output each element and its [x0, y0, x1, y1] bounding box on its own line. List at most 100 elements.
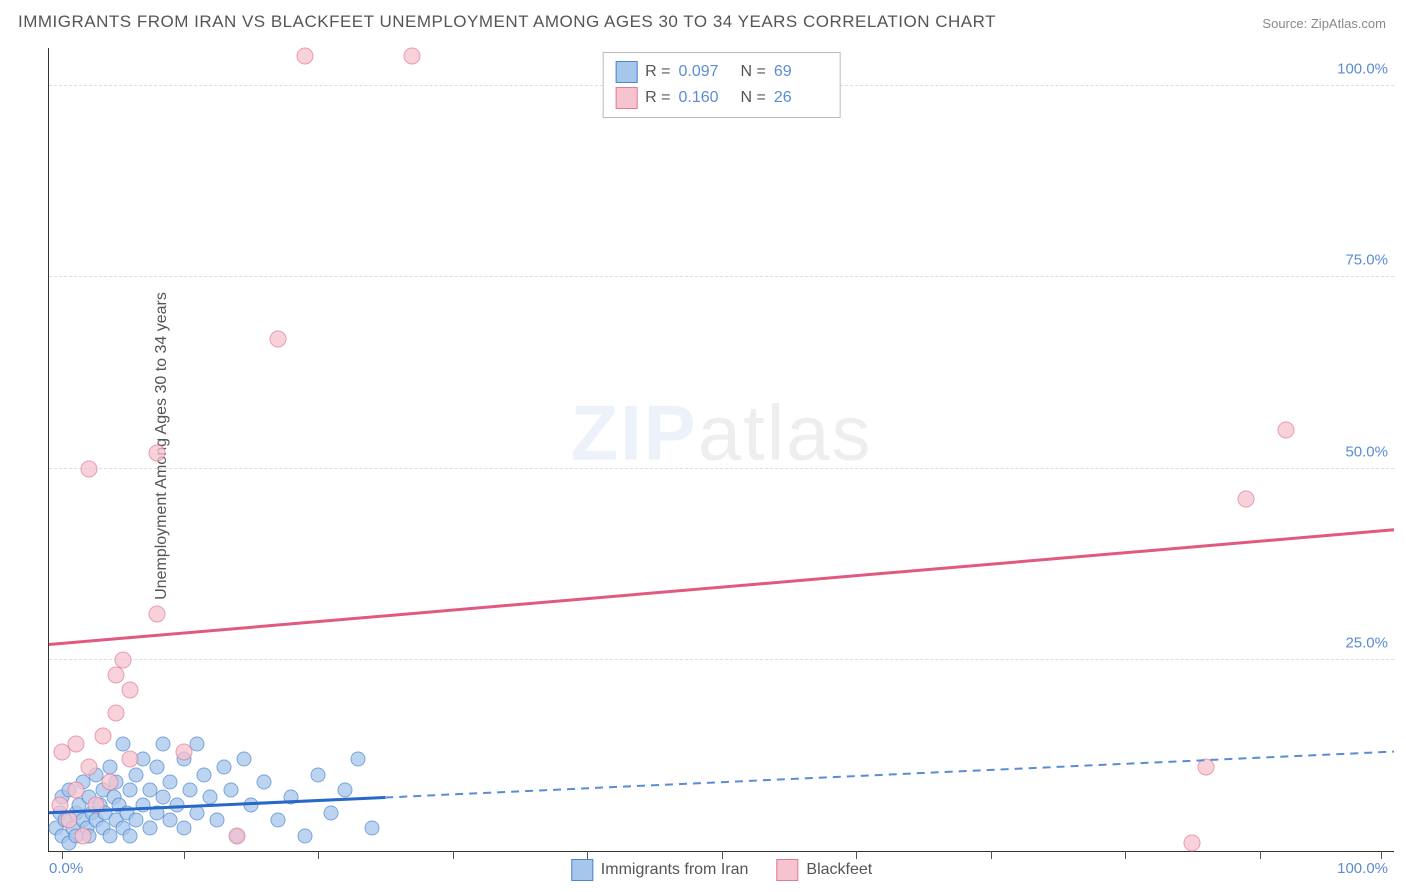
data-point-blackfeet: [88, 797, 105, 814]
source-link[interactable]: ZipAtlas.com: [1311, 16, 1386, 31]
x-tick: [1125, 851, 1126, 859]
x-tick: [1381, 851, 1382, 859]
x-tick: [62, 851, 63, 859]
series-legend-label: Immigrants from Iran: [601, 861, 749, 879]
data-point-blackfeet: [67, 735, 84, 752]
data-point-blackfeet: [51, 797, 68, 814]
data-point-iran: [324, 805, 339, 820]
data-point-blackfeet: [61, 812, 78, 829]
x-tick: [318, 851, 319, 859]
data-point-blackfeet: [175, 743, 192, 760]
series-legend-label: Blackfeet: [806, 861, 872, 879]
x-tick: [453, 851, 454, 859]
y-tick-label: 75.0%: [1345, 252, 1388, 269]
x-tick: [991, 851, 992, 859]
x-tick: [587, 851, 588, 859]
data-point-iran: [311, 767, 326, 782]
legend-swatch-blackfeet: [776, 859, 798, 881]
data-point-blackfeet: [1184, 835, 1201, 852]
legend-r-value: 0.097: [679, 63, 733, 81]
data-point-iran: [122, 828, 137, 843]
data-point-blackfeet: [148, 445, 165, 462]
legend-r-label: R =: [645, 89, 670, 107]
data-point-iran: [129, 767, 144, 782]
data-point-iran: [156, 736, 171, 751]
data-point-iran: [169, 798, 184, 813]
data-point-iran: [102, 759, 117, 774]
source-label: Source:: [1262, 16, 1307, 31]
legend-r-label: R =: [645, 63, 670, 81]
data-point-blackfeet: [81, 460, 98, 477]
data-point-blackfeet: [229, 827, 246, 844]
data-point-iran: [223, 782, 238, 797]
data-point-iran: [115, 736, 130, 751]
chart-title: IMMIGRANTS FROM IRAN VS BLACKFEET UNEMPL…: [18, 12, 996, 32]
regression-line-blackfeet: [49, 530, 1394, 645]
legend-swatch-iran: [615, 61, 637, 83]
data-point-blackfeet: [269, 330, 286, 347]
data-point-blackfeet: [108, 667, 125, 684]
data-point-iran: [216, 759, 231, 774]
data-point-iran: [163, 775, 178, 790]
data-point-iran: [270, 813, 285, 828]
data-point-blackfeet: [74, 827, 91, 844]
data-point-iran: [149, 759, 164, 774]
data-point-blackfeet: [1278, 422, 1295, 439]
correlation-legend: R = 0.097 N = 69 R = 0.160 N = 26: [602, 52, 841, 118]
data-point-iran: [122, 782, 137, 797]
legend-row-iran: R = 0.097 N = 69: [613, 59, 830, 85]
scatter-chart-area: ZIPatlas R =0.097N =69R =0.160N =26 Immi…: [48, 48, 1394, 852]
data-point-iran: [243, 798, 258, 813]
data-point-iran: [176, 821, 191, 836]
watermark: ZIPatlas: [570, 388, 872, 479]
y-tick-label: 100.0%: [1337, 61, 1388, 78]
x-axis-max-label: 100.0%: [1337, 860, 1388, 877]
data-point-iran: [102, 828, 117, 843]
data-point-blackfeet: [148, 605, 165, 622]
x-tick: [856, 851, 857, 859]
data-point-iran: [189, 805, 204, 820]
data-point-iran: [237, 752, 252, 767]
legend-n-label: N =: [741, 89, 766, 107]
data-point-blackfeet: [114, 651, 131, 668]
data-point-iran: [297, 828, 312, 843]
gridline: [49, 468, 1394, 469]
legend-swatch-iran: [571, 859, 593, 881]
data-point-iran: [196, 767, 211, 782]
x-axis-origin-label: 0.0%: [49, 860, 83, 877]
data-point-iran: [257, 775, 272, 790]
data-point-blackfeet: [296, 47, 313, 64]
data-point-blackfeet: [81, 758, 98, 775]
watermark-zip: ZIP: [570, 389, 697, 477]
data-point-iran: [284, 790, 299, 805]
data-point-iran: [183, 782, 198, 797]
gridline: [49, 276, 1394, 277]
data-point-iran: [364, 821, 379, 836]
regression-line-iran-extrapolated: [385, 752, 1394, 798]
legend-swatch-blackfeet: [615, 87, 637, 109]
data-point-blackfeet: [108, 705, 125, 722]
data-point-blackfeet: [121, 751, 138, 768]
legend-n-label: N =: [741, 63, 766, 81]
data-point-iran: [203, 790, 218, 805]
legend-r-value: 0.160: [679, 89, 733, 107]
data-point-blackfeet: [1238, 491, 1255, 508]
series-legend-item-iran: Immigrants from Iran: [571, 859, 749, 881]
legend-n-value: 69: [774, 63, 828, 81]
x-tick: [184, 851, 185, 859]
data-point-iran: [142, 821, 157, 836]
gridline: [49, 659, 1394, 660]
regression-overlay: [49, 48, 1394, 851]
source-attribution: Source: ZipAtlas.com: [1262, 16, 1386, 31]
data-point-blackfeet: [121, 682, 138, 699]
data-point-blackfeet: [1197, 758, 1214, 775]
data-point-blackfeet: [94, 728, 111, 745]
legend-row-blackfeet: R = 0.160 N = 26: [613, 85, 830, 111]
data-point-iran: [351, 752, 366, 767]
data-point-blackfeet: [67, 781, 84, 798]
legend-n-value: 26: [774, 89, 828, 107]
data-point-iran: [337, 782, 352, 797]
data-point-blackfeet: [101, 774, 118, 791]
y-tick-label: 25.0%: [1345, 634, 1388, 651]
series-legend: Immigrants from Iran Blackfeet: [571, 859, 872, 881]
